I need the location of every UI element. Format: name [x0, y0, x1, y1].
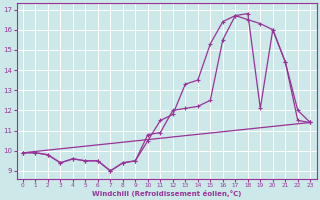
X-axis label: Windchill (Refroidissement éolien,°C): Windchill (Refroidissement éolien,°C) — [92, 190, 241, 197]
